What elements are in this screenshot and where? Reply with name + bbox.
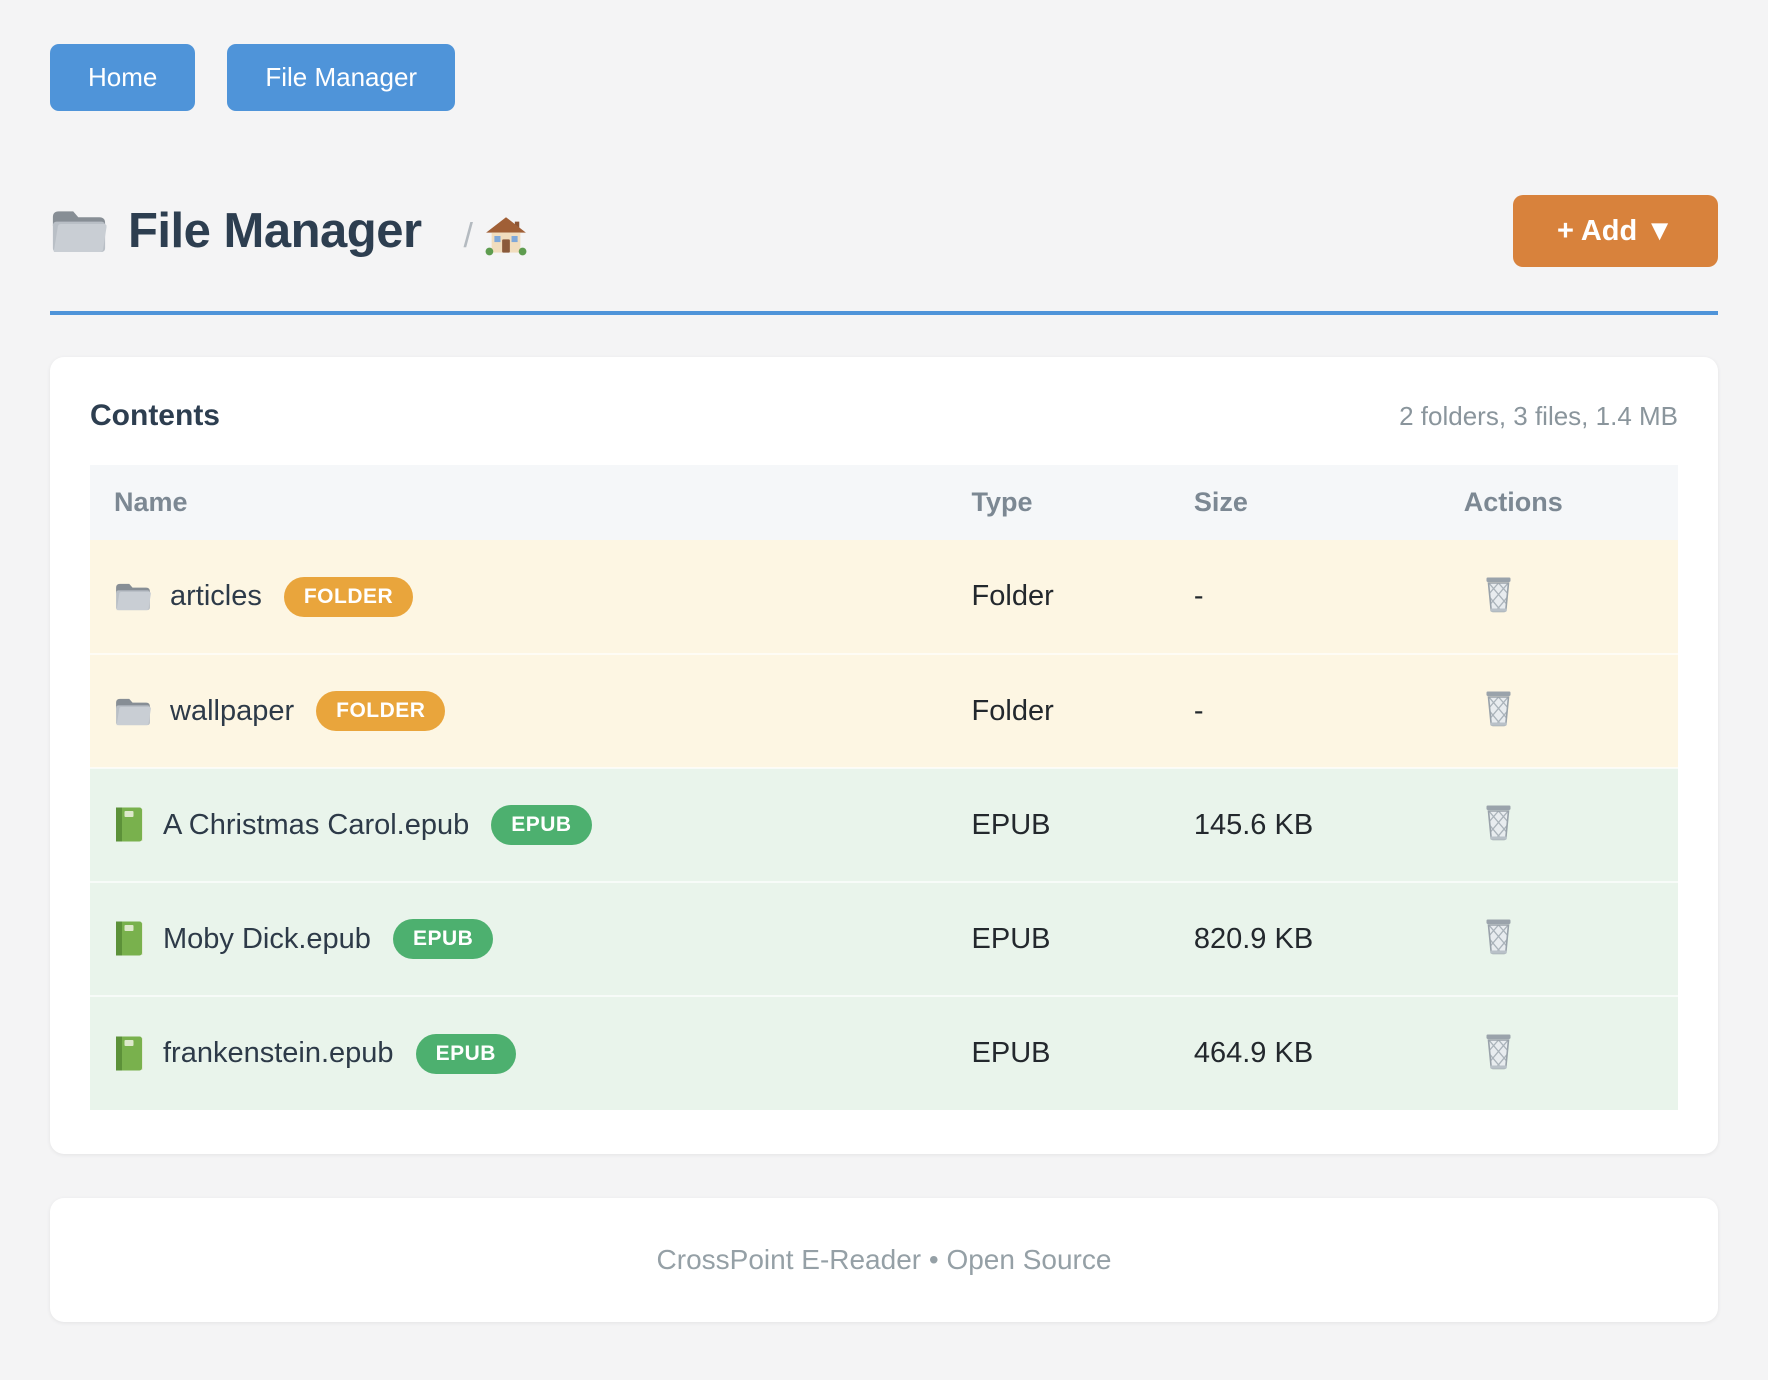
type-badge: EPUB: [392, 919, 494, 959]
breadcrumb-separator: /: [463, 216, 473, 255]
table-row[interactable]: A Christmas Carol.epub EPUB EPUB 145.6 K…: [90, 767, 1678, 882]
file-name: wallpaper: [170, 694, 295, 727]
delete-button[interactable]: [1478, 572, 1519, 618]
table-row[interactable]: frankenstein.epub EPUB EPUB 464.9 KB: [90, 995, 1678, 1110]
table-row[interactable]: wallpaper FOLDER Folder -: [90, 653, 1678, 768]
file-name: articles: [170, 580, 262, 612]
name-cell[interactable]: wallpaper FOLDER: [90, 653, 948, 768]
actions-cell: [1439, 995, 1678, 1110]
name-cell[interactable]: frankenstein.epub EPUB: [90, 995, 948, 1110]
contents-summary: 2 folders, 3 files, 1.4 MB: [1399, 401, 1678, 431]
delete-button[interactable]: [1478, 1029, 1519, 1075]
file-name: Moby Dick.epub: [163, 922, 371, 955]
top-navigation: Home File Manager: [50, 0, 1718, 111]
contents-heading: Contents: [90, 399, 220, 432]
name-cell[interactable]: Moby Dick.epub EPUB: [90, 881, 948, 996]
type-badge: EPUB: [415, 1033, 516, 1074]
column-header-size: Size: [1193, 487, 1248, 517]
delete-button[interactable]: [1478, 800, 1519, 846]
breadcrumb: /: [464, 216, 527, 256]
trash-icon: [1482, 690, 1515, 728]
table-row[interactable]: articles FOLDER Folder -: [90, 540, 1678, 654]
type-badge: FOLDER: [283, 576, 414, 617]
actions-cell: [1439, 653, 1678, 768]
trash-icon: [1482, 804, 1515, 842]
name-cell[interactable]: articles FOLDER: [90, 540, 948, 654]
column-header-type: Type: [971, 487, 1033, 517]
type-badge: EPUB: [491, 805, 592, 845]
footer: CrossPoint E-Reader • Open Source: [50, 1198, 1718, 1322]
actions-cell: [1439, 881, 1678, 996]
type-cell: EPUB: [947, 767, 1170, 882]
type-cell: Folder: [971, 580, 1054, 612]
contents-card: Contents 2 folders, 3 files, 1.4 MB Name…: [50, 357, 1718, 1154]
type-cell: EPUB: [947, 881, 1170, 996]
actions-cell: [1440, 540, 1678, 654]
book-icon: [114, 920, 145, 958]
house-icon[interactable]: [485, 216, 527, 256]
size-cell: 464.9 KB: [1169, 995, 1440, 1110]
delete-button[interactable]: [1478, 686, 1519, 732]
column-header-actions: Actions: [1463, 487, 1563, 517]
name-cell[interactable]: A Christmas Carol.epub EPUB: [90, 767, 948, 882]
trash-icon: [1482, 918, 1515, 956]
file-name: A Christmas Carol.epub: [163, 808, 470, 841]
column-header-name: Name: [114, 487, 188, 517]
size-cell: 820.9 KB: [1169, 881, 1440, 996]
file-table-body: articles FOLDER Folder - wallpaper FOLDE…: [90, 540, 1678, 1110]
footer-text: CrossPoint E-Reader • Open Source: [656, 1244, 1112, 1275]
type-cell: EPUB: [947, 995, 1170, 1110]
contents-card-header: Contents 2 folders, 3 files, 1.4 MB: [90, 399, 1678, 433]
size-cell: -: [1193, 580, 1204, 612]
add-button[interactable]: + Add ▼: [1512, 195, 1718, 267]
file-manager-button[interactable]: File Manager: [227, 44, 456, 111]
table-row[interactable]: Moby Dick.epub EPUB EPUB 820.9 KB: [90, 881, 1678, 996]
type-badge: FOLDER: [316, 691, 446, 731]
actions-cell: [1439, 767, 1678, 882]
folder-icon: [114, 696, 152, 727]
file-table-header: Name Type Size Actions: [90, 465, 1678, 540]
file-name: frankenstein.epub: [163, 1037, 394, 1069]
page-title: File Manager: [128, 204, 422, 258]
folder-icon: [114, 581, 152, 612]
home-button[interactable]: Home: [50, 44, 196, 111]
type-cell: Folder: [947, 653, 1170, 768]
size-cell: 145.6 KB: [1169, 767, 1440, 882]
size-cell: -: [1169, 653, 1440, 768]
trash-icon: [1482, 1033, 1515, 1071]
trash-icon: [1482, 576, 1515, 614]
file-table: Name Type Size Actions articles FOLDER F…: [90, 465, 1678, 1110]
delete-button[interactable]: [1478, 914, 1519, 960]
title-group: File Manager /: [50, 203, 527, 259]
folder-icon: [50, 207, 108, 255]
page-header: File Manager / + Add ▼: [50, 195, 1718, 267]
title-underline: [50, 311, 1718, 315]
book-icon: [114, 806, 145, 844]
book-icon: [114, 1035, 145, 1073]
